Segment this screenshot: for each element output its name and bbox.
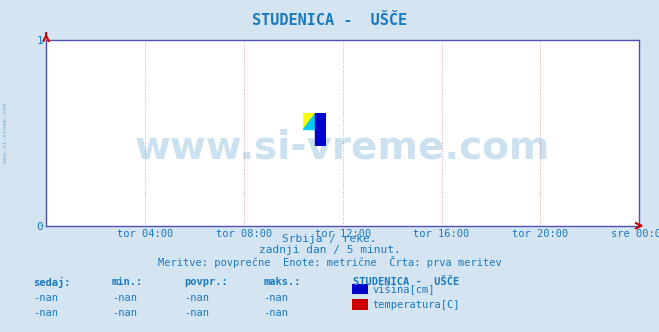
Text: www.si-vreme.com: www.si-vreme.com: [3, 103, 8, 163]
Text: temperatura[C]: temperatura[C]: [372, 300, 460, 310]
Text: -nan: -nan: [33, 308, 58, 318]
Text: povpr.:: povpr.:: [185, 277, 228, 287]
Text: STUDENICA -  UŠČE: STUDENICA - UŠČE: [353, 277, 459, 287]
Text: Srbija / reke.: Srbija / reke.: [282, 234, 377, 244]
Text: zadnji dan / 5 minut.: zadnji dan / 5 minut.: [258, 245, 401, 255]
Text: min.:: min.:: [112, 277, 143, 287]
Polygon shape: [303, 113, 315, 129]
Text: maks.:: maks.:: [264, 277, 301, 287]
Text: sedaj:: sedaj:: [33, 277, 71, 288]
Text: www.si-vreme.com: www.si-vreme.com: [135, 129, 550, 167]
Text: -nan: -nan: [185, 308, 210, 318]
Polygon shape: [303, 113, 315, 129]
Text: -nan: -nan: [112, 293, 137, 303]
Text: Meritve: povprečne  Enote: metrične  Črta: prva meritev: Meritve: povprečne Enote: metrične Črta:…: [158, 256, 501, 268]
Text: -nan: -nan: [264, 308, 289, 318]
Text: -nan: -nan: [264, 293, 289, 303]
Text: -nan: -nan: [185, 293, 210, 303]
Bar: [315, 113, 326, 146]
Text: -nan: -nan: [112, 308, 137, 318]
Text: -nan: -nan: [33, 293, 58, 303]
Text: višina[cm]: višina[cm]: [372, 284, 435, 295]
Text: STUDENICA -  UŠČE: STUDENICA - UŠČE: [252, 13, 407, 28]
